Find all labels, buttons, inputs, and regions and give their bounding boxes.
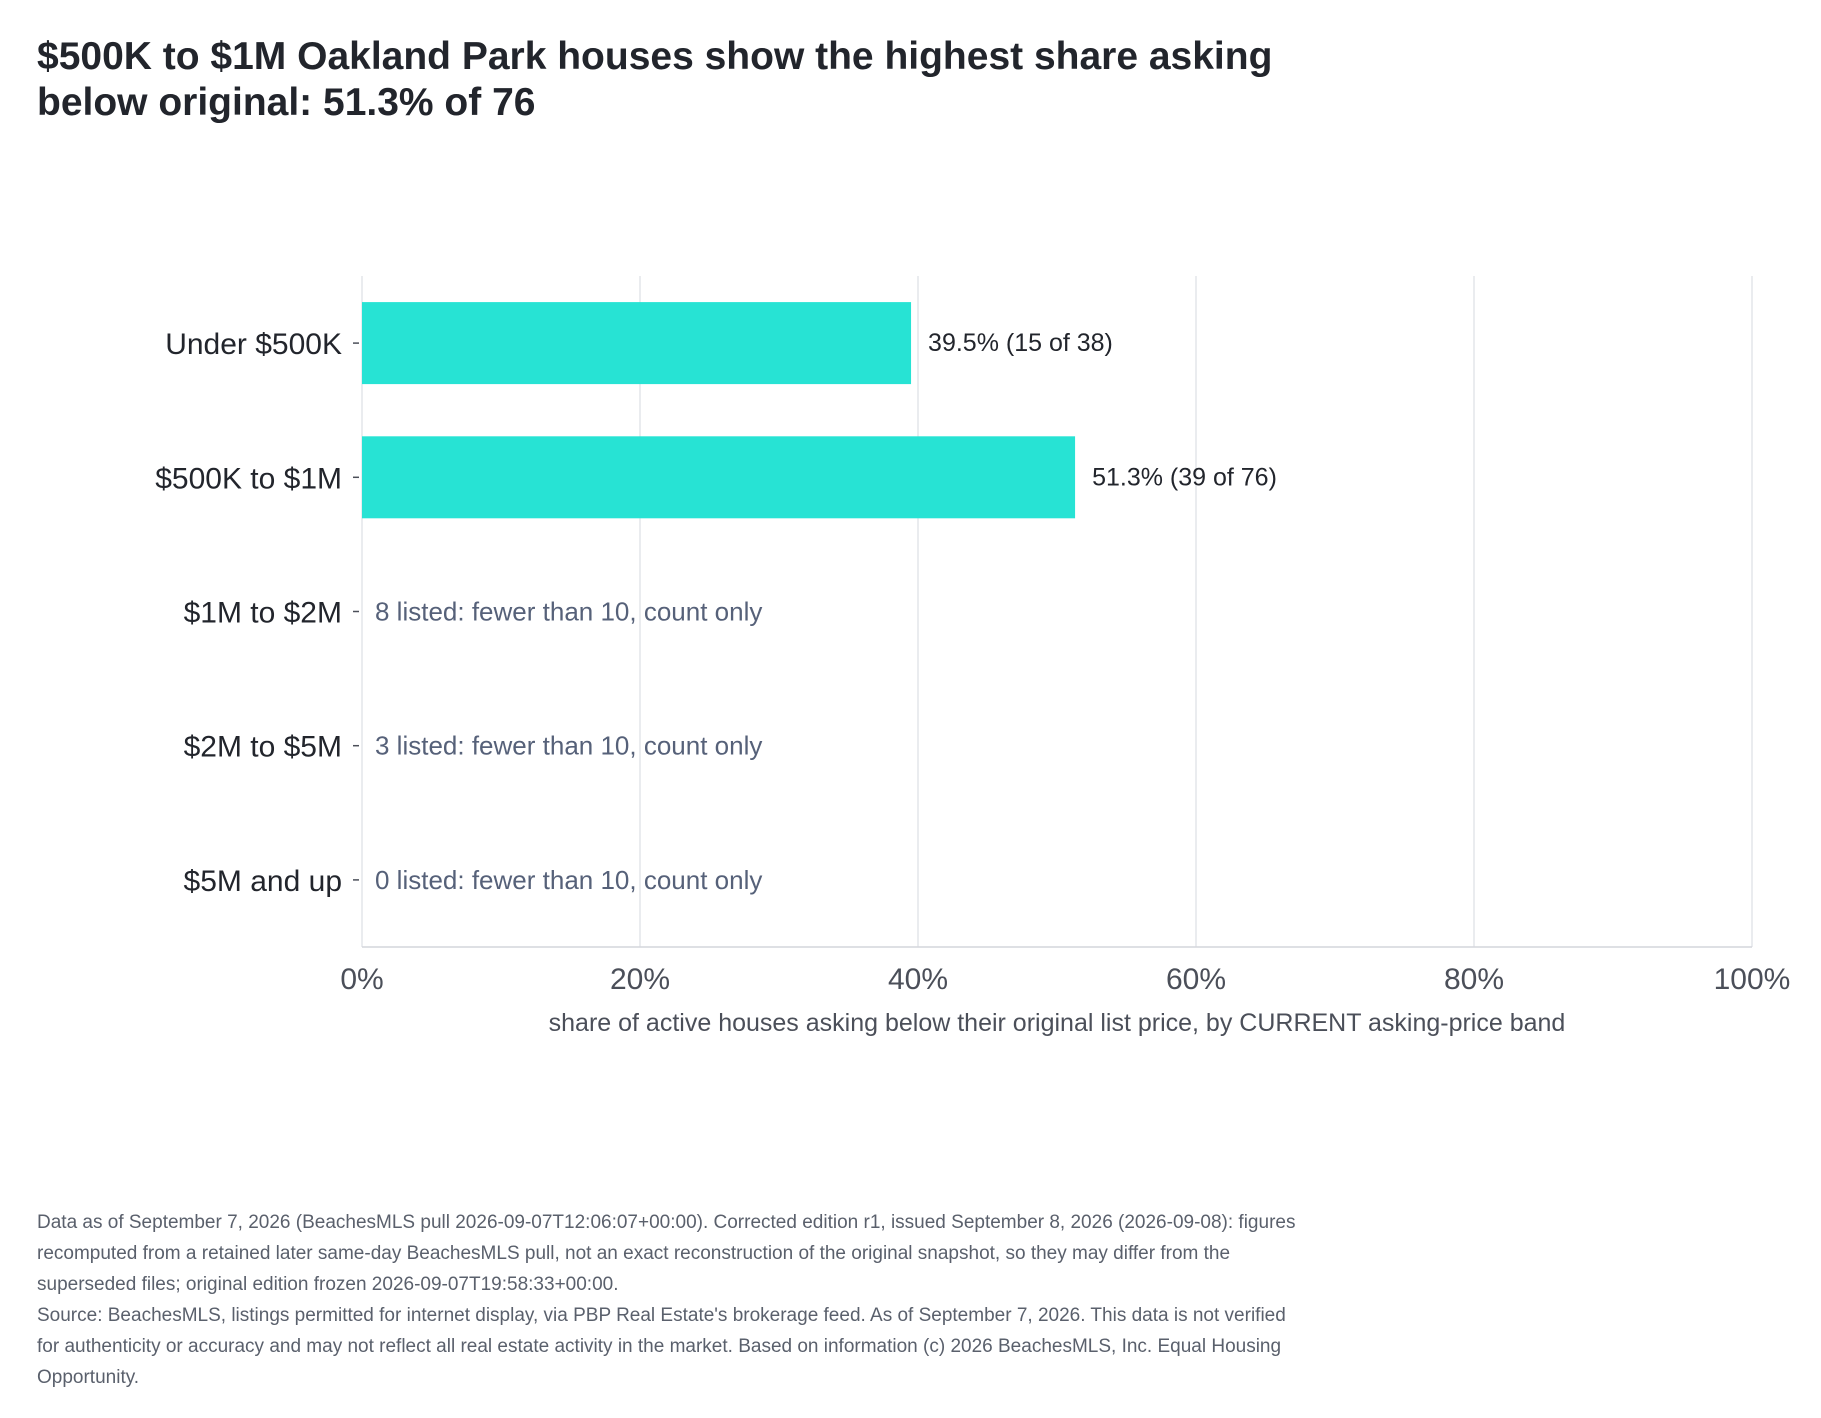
count-only-note: 8 listed: fewer than 10, count only	[375, 597, 762, 627]
y-tick-label: $5M and up	[184, 865, 342, 898]
x-tick-label: 20%	[610, 963, 670, 996]
y-tick-label: $1M to $2M	[184, 597, 342, 630]
count-only-note: 0 listed: fewer than 10, count only	[375, 865, 762, 895]
bar	[362, 302, 912, 385]
edition-note: Data as of September 7, 2026 (BeachesMLS…	[37, 1212, 1296, 1295]
x-tick-label: 60%	[1166, 963, 1226, 996]
bar	[362, 436, 1076, 519]
bar-chart: 0% 20% 40% 60% 80% 100% share of active houses…	[155, 276, 1791, 1037]
bar-value-label: 39.5% (15 of 38)	[928, 329, 1113, 357]
source-note: Source: BeachesMLS, listings permitted f…	[37, 1305, 1286, 1388]
x-tick-label: 0%	[340, 963, 383, 996]
x-tick-label: 80%	[1444, 963, 1504, 996]
x-axis-title: share of active houses asking below thei…	[549, 1009, 1566, 1037]
y-tick-label: $500K to $1M	[155, 462, 342, 495]
y-tick-label: Under $500K	[165, 328, 342, 361]
y-tick-label: $2M to $5M	[184, 731, 342, 764]
count-only-note: 3 listed: fewer than 10, count only	[375, 731, 762, 761]
chart-title: $500K to $1M Oakland Park houses show th…	[37, 35, 1273, 124]
bar-value-label: 51.3% (39 of 76)	[1092, 463, 1277, 491]
x-tick-label: 40%	[888, 963, 948, 996]
footnote: Data as of September 7, 2026 (BeachesMLS…	[37, 1207, 1437, 1393]
x-tick-label: 100%	[1714, 963, 1791, 996]
